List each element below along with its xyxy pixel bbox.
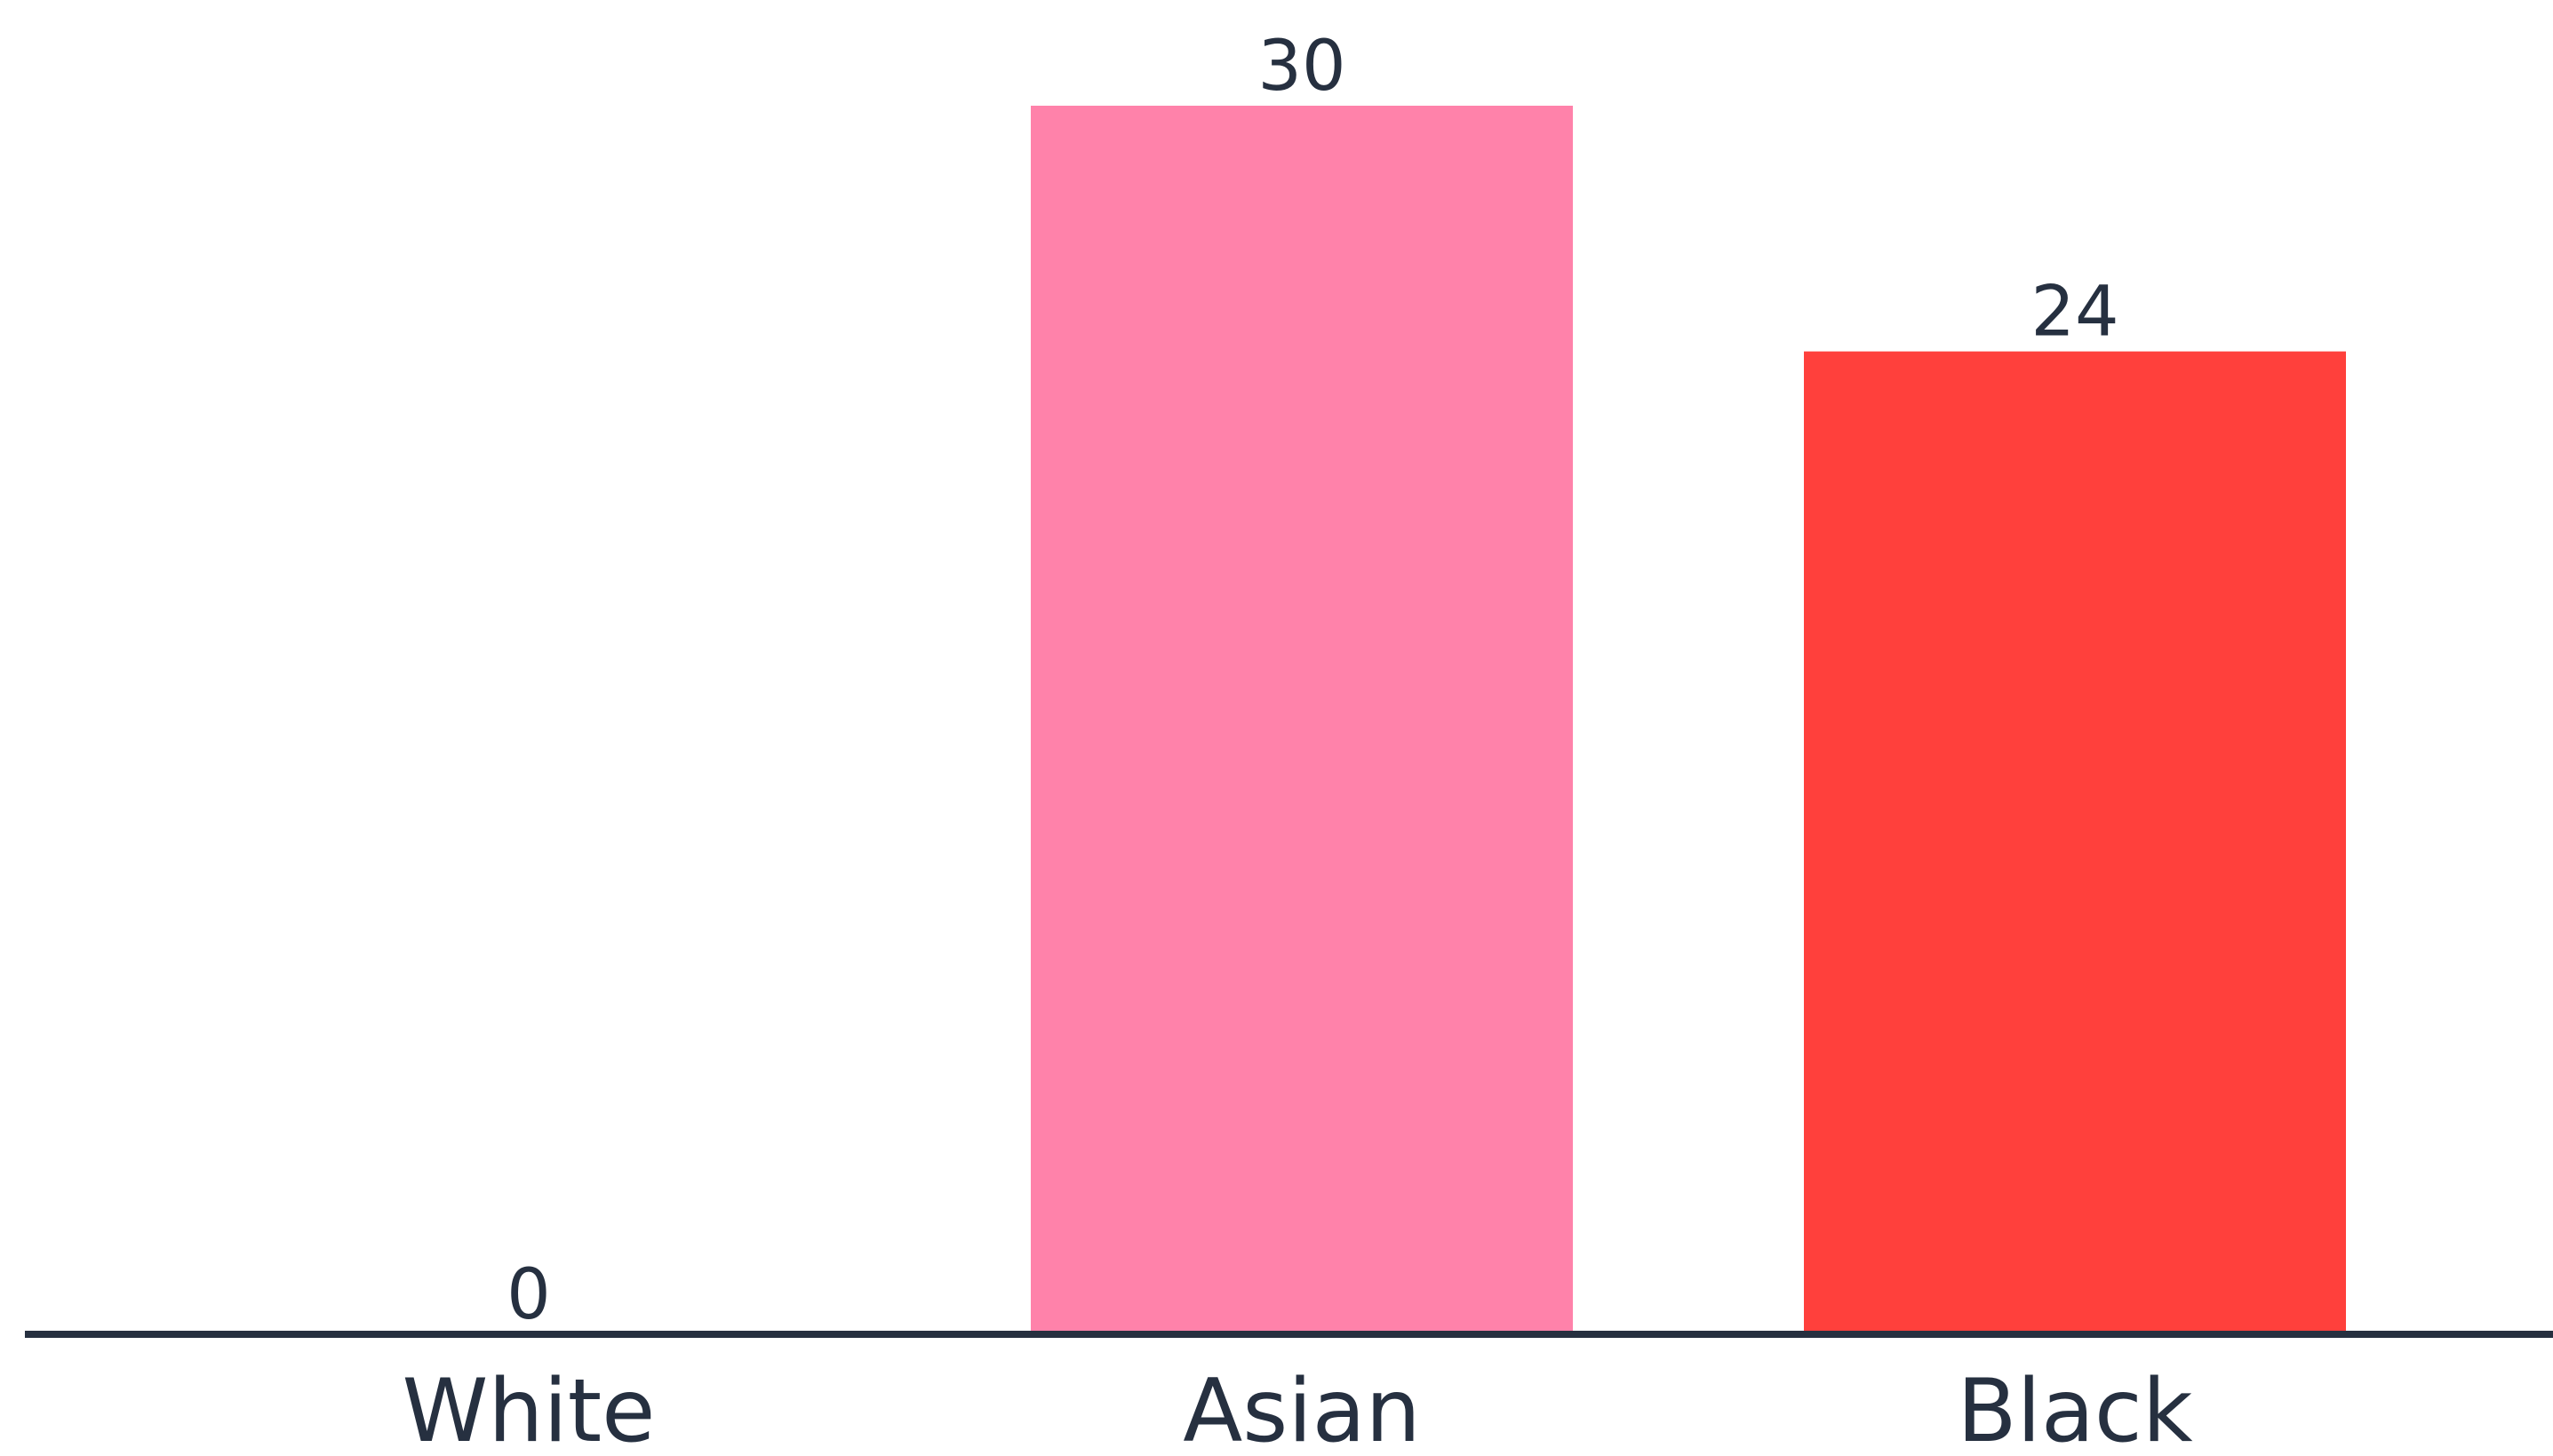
x-tick-label-black: Black [1957, 1361, 2192, 1456]
bar-asian [1031, 106, 1573, 1334]
value-label-black: 24 [2030, 273, 2118, 353]
value-label-asian: 30 [1257, 27, 1345, 107]
x-tick-labels-group: White Asian Black [403, 1361, 2193, 1456]
x-tick-label-asian: Asian [1183, 1361, 1421, 1456]
x-tick-label-white: White [403, 1361, 656, 1456]
value-label-white: 0 [507, 1255, 551, 1335]
bar-black [1804, 351, 2346, 1335]
bars-group [1031, 106, 2346, 1335]
value-labels-group: 0 30 24 [507, 27, 2118, 1335]
